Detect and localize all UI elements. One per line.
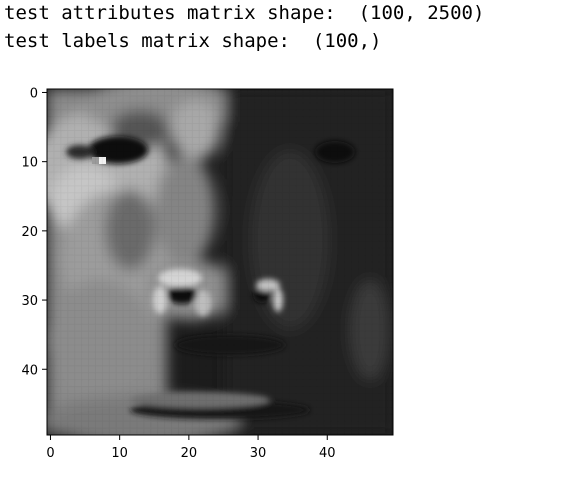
plot-frame (46, 88, 394, 436)
y-tick-label: 40 (21, 363, 38, 378)
x-tick-label: 40 (319, 446, 336, 461)
image-pixels (47, 89, 393, 435)
output-line-attributes-shape: test attributes matrix shape: (100, 2500… (4, 2, 485, 24)
x-tick-label: 20 (181, 446, 198, 461)
y-tick-label: 0 (30, 86, 38, 101)
x-tick-label: 10 (111, 446, 128, 461)
x-axis: 0 10 20 30 40 (46, 435, 336, 461)
y-tick-label: 20 (21, 225, 38, 240)
y-tick-label: 10 (21, 156, 38, 171)
x-tick-label: 0 (46, 446, 54, 461)
output-line-labels-shape: test labels matrix shape: (100,) (4, 30, 382, 52)
y-tick-label: 30 (21, 294, 38, 309)
y-axis: 0 10 20 30 40 (21, 86, 47, 378)
x-tick-label: 30 (250, 446, 267, 461)
